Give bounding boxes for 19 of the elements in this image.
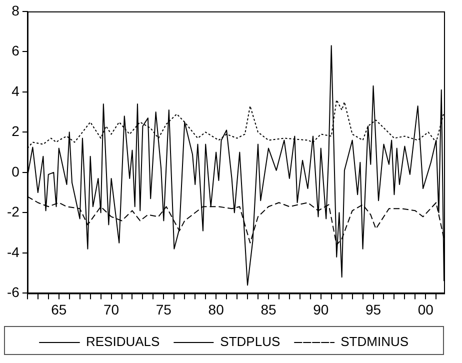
x-tick-label: 80 bbox=[208, 301, 224, 318]
x-tick-label: 00 bbox=[418, 301, 434, 318]
x-tick-label: 70 bbox=[103, 301, 120, 318]
x-tick-label: 95 bbox=[365, 301, 382, 318]
x-tick-label: 65 bbox=[51, 301, 67, 318]
legend-label: STDMINUS bbox=[340, 334, 409, 350]
y-tick-label: 4 bbox=[12, 82, 20, 99]
y-tick-label: -2 bbox=[6, 204, 20, 220]
legend-label: RESIDUALS bbox=[86, 334, 160, 350]
y-tick-label: 0 bbox=[12, 163, 20, 180]
x-tick-label: 75 bbox=[156, 301, 172, 318]
x-tick-label: 85 bbox=[260, 301, 276, 318]
legend-label: STDPLUS bbox=[220, 334, 280, 350]
y-tick-label: -4 bbox=[6, 244, 20, 260]
x-tick-label: 90 bbox=[313, 301, 329, 318]
y-tick-label: 2 bbox=[12, 123, 20, 140]
y-tick-label: 6 bbox=[12, 42, 20, 59]
y-tick-label: -6 bbox=[6, 284, 20, 300]
y-tick-label: 8 bbox=[12, 2, 20, 18]
